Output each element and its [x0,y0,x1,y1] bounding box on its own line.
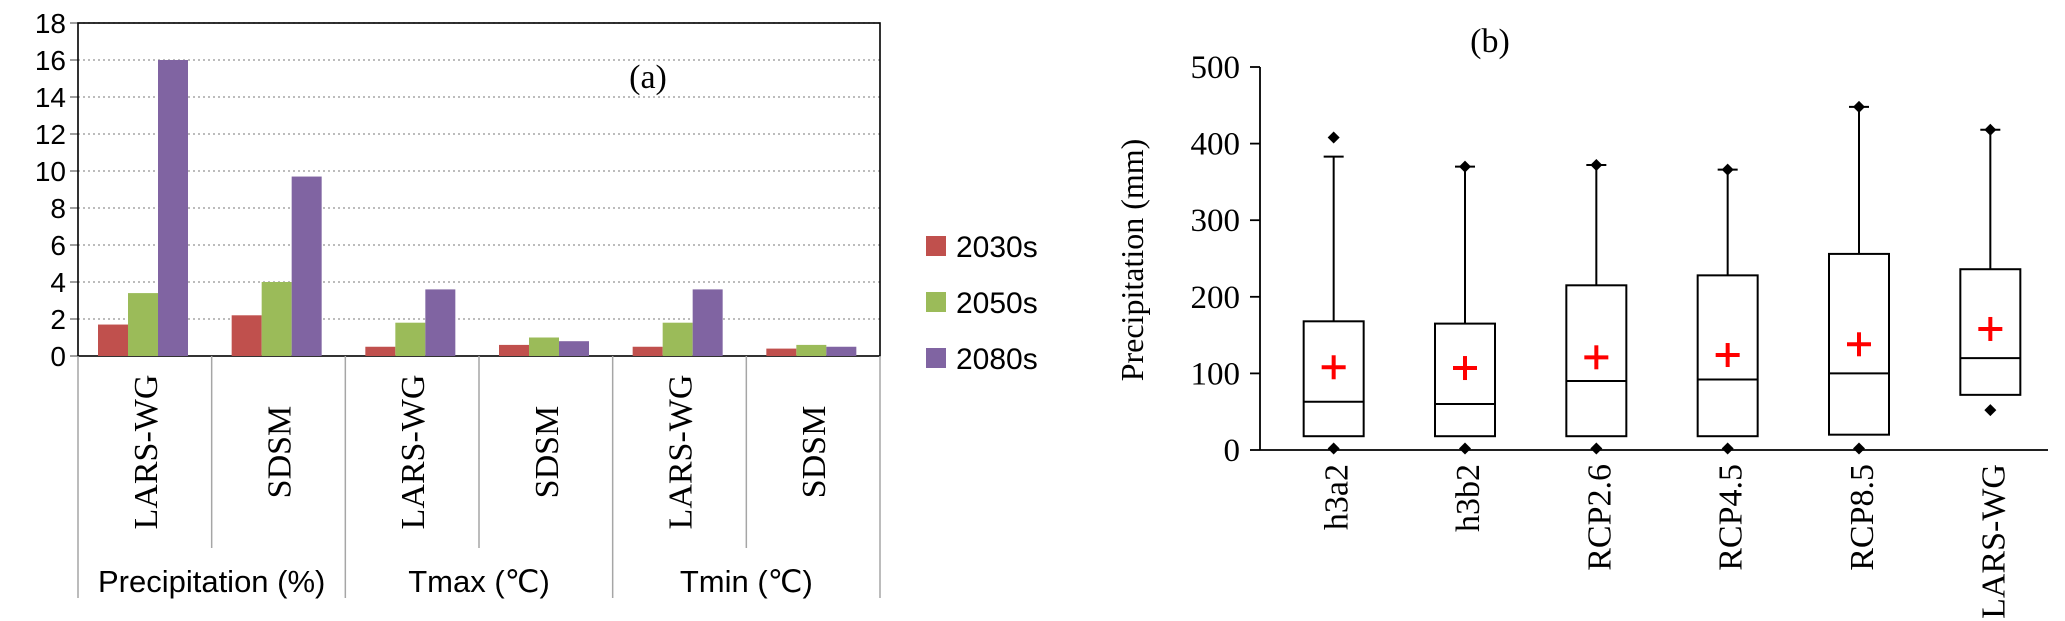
bar [796,344,827,356]
outlier-point [1853,442,1865,455]
y-tick-label: 500 [1191,50,1241,86]
panel-b-box-plot: (b) Precipitation (mm) 0 100 200 300 400 500 h… [1114,23,2048,619]
category-label: LARS-WG [128,375,165,530]
panel-a-label: (a) [629,59,667,96]
plot-area-border [77,22,881,357]
y-tick-label: 200 [1191,280,1241,316]
category-label: h3a2 [1319,464,1356,530]
legend-swatch [926,236,946,256]
category-label: SDSM [262,406,299,499]
bar [425,289,456,356]
y-tick-label: 100 [1191,356,1241,392]
group-label: Tmin (℃) [680,564,813,599]
category-label: LARS-WG [663,375,700,530]
category-label: SDSM [796,406,833,499]
bar [692,289,723,356]
bar [662,322,693,356]
y-tick-label: 0 [50,341,66,372]
box [1565,284,1628,438]
outlier-point [1590,159,1603,172]
bar [261,282,292,356]
category-label: RCP2.6 [1581,464,1618,571]
outlier-point [1327,131,1340,144]
category-label: RCP4.5 [1713,464,1750,571]
y-tick-label: 2 [50,304,66,335]
bar [231,315,262,356]
y-tick-label: 6 [50,230,66,261]
y-tick-label: 14 [35,82,66,113]
bar [632,346,663,356]
y-tick-label: 4 [50,267,66,298]
panel-b-y-axis-label: Precipitation (mm) [1114,139,1150,382]
group-label: Tmax (℃) [408,564,550,599]
legend-swatch [926,348,946,368]
bar [529,337,559,356]
outlier-point [1721,442,1734,455]
box [1959,268,2022,396]
outlier-point [1853,100,1865,113]
group-label: Precipitation (%) [98,564,325,599]
box [1302,320,1365,438]
bar [98,324,128,356]
category-label: LARS-WG [1975,464,2012,619]
y-tick-label: 300 [1191,203,1241,239]
y-tick-label: 0 [1224,433,1241,469]
category-label: h3b2 [1450,464,1487,532]
bar [365,346,396,356]
y-tick-label: 16 [35,45,66,76]
bar [128,293,158,356]
outlier-point [1459,442,1471,455]
legend-label: 2030s [956,231,1038,264]
panel-b-label: (b) [1470,23,1510,60]
bar [395,322,426,356]
panel-a-bar-chart: (a) 0 2 4 6 8 10 12 14 16 18 LARS-WG SDSM LARS-WG SDS… [35,8,1038,599]
bar [158,60,188,356]
legend-swatch [926,292,946,312]
y-tick-label: 10 [35,156,66,187]
box [1828,252,1890,436]
outlier-point [1984,404,1997,417]
bar [559,341,589,356]
outlier-point [1590,442,1603,455]
category-label: SDSM [529,406,566,499]
bar [499,344,529,356]
outlier-point [1721,163,1734,176]
y-tick-label: 18 [35,8,66,39]
outlier-point [1327,442,1340,455]
category-label: LARS-WG [395,375,432,530]
bar [291,176,322,356]
y-tick-label: 400 [1191,127,1241,163]
outlier-point [1459,160,1471,173]
legend-label: 2080s [956,343,1038,376]
outlier-point [1984,123,1997,136]
y-tick-label: 12 [35,119,66,150]
legend-label: 2050s [956,287,1038,320]
box [1434,322,1496,438]
bar [766,348,797,356]
y-tick-label: 8 [50,193,66,224]
category-label: RCP8.5 [1844,464,1881,571]
bar [826,346,857,356]
box [1696,274,1759,438]
